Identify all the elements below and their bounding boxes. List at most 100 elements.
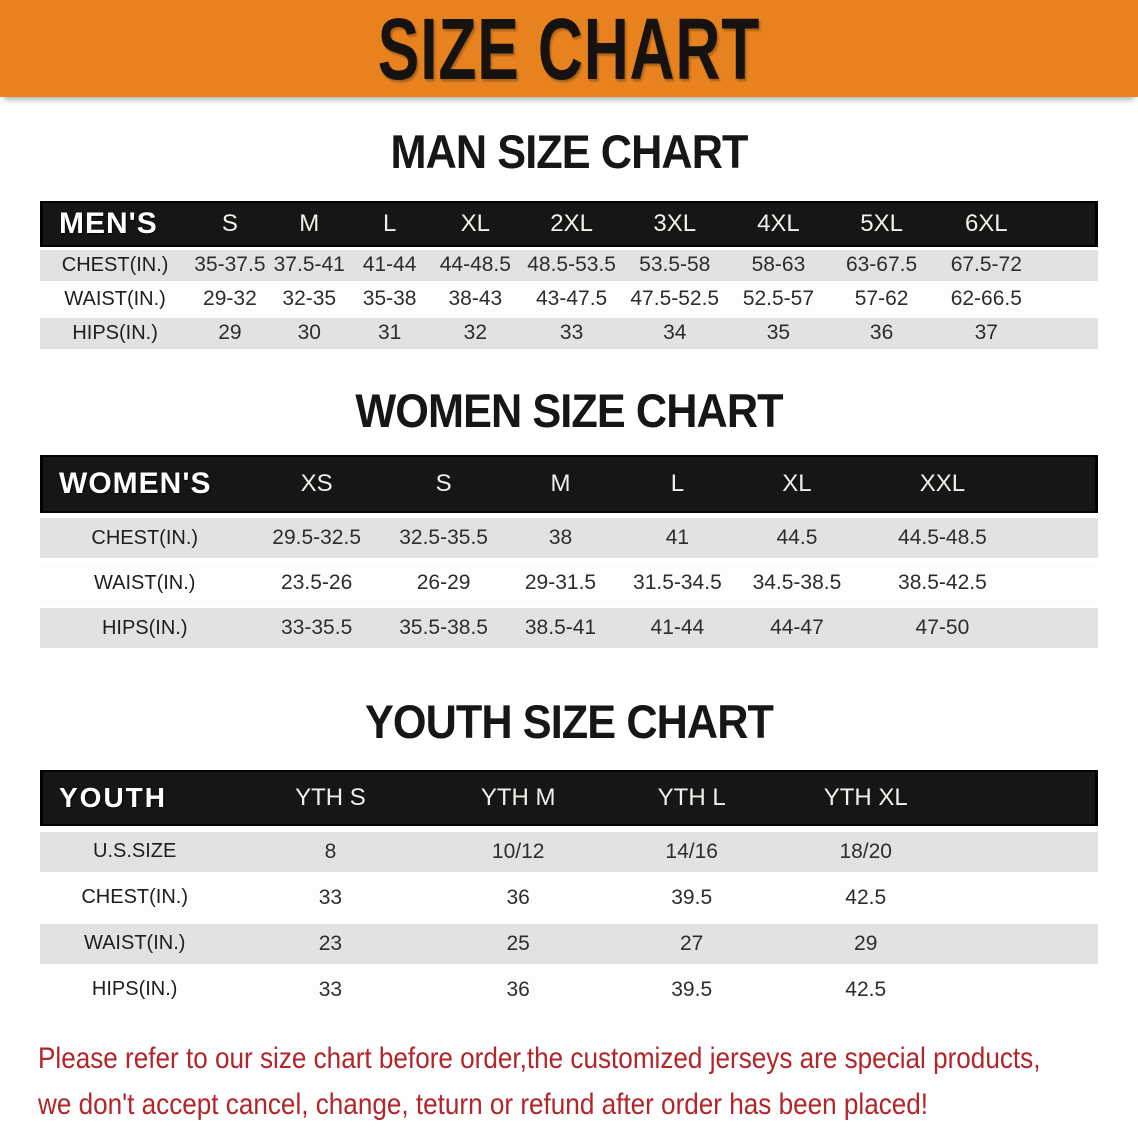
row-label: WAIST(IN.)	[94, 571, 196, 594]
row-filler	[1040, 250, 1098, 281]
youth-size-section: YOUTH SIZE CHART YOUTH YTH S YTH M YTH L YTH…	[0, 696, 1138, 1016]
size-value: 31.5-34.5	[633, 571, 722, 595]
row-label: CHEST(IN.)	[91, 526, 199, 549]
size-value: 34.5-38.5	[752, 571, 842, 595]
size-value: 32-35	[282, 287, 337, 311]
size-column-header: M	[269, 200, 349, 247]
size-column-header: M	[503, 455, 618, 514]
row-filler	[953, 924, 1098, 964]
size-value: 52.5-57	[742, 287, 815, 311]
size-value: 47-50	[915, 616, 970, 640]
women-size-section: WOMEN SIZE CHART WOMEN'S XS S M L XL XXL CHEST…	[0, 384, 1138, 654]
youth-size-table: YOUTH YTH S YTH M YTH L YTH XL U.S.SIZE 8 10/1…	[40, 764, 1098, 1016]
size-value: 38-43	[448, 287, 503, 311]
size-value: 36	[506, 885, 530, 909]
size-value: 34	[663, 321, 687, 345]
measurement-row: HIPS(IN.) 33-35.5 35.5-38.5 38.5-41 41-44 44-…	[40, 608, 1098, 649]
size-value: 37.5-41	[273, 253, 345, 277]
size-value: 67.5-72	[950, 253, 1022, 277]
size-value: 63-67.5	[845, 253, 918, 277]
row-label: WAIST(IN.)	[64, 287, 166, 310]
header-row: WOMEN'S XS S M L XL XXL	[40, 455, 1098, 514]
size-column-header: 2XL	[520, 200, 623, 247]
size-value: 36	[506, 977, 530, 1001]
size-column-header: 3XL	[622, 200, 727, 247]
size-value: 29-31.5	[524, 571, 597, 595]
order-warning: Please refer to our size chart before or…	[38, 1036, 1100, 1129]
measurement-row: U.S.SIZE 8 10/12 14/16 18/20	[40, 831, 1098, 872]
header-filler	[953, 769, 1098, 826]
size-value: 41-44	[650, 616, 705, 640]
measurement-row: CHEST(IN.) 35-37.5 37.5-41 41-44 44-48.5 48.5…	[40, 249, 1098, 281]
size-value: 8	[324, 839, 337, 863]
size-value: 14/16	[665, 839, 718, 863]
size-value: 29	[218, 321, 242, 345]
men-size-section: MAN SIZE CHART MEN'S S M L XL 2XL 3XL 4XL 5XL 6XL…	[0, 125, 1138, 352]
size-value: 41	[665, 526, 690, 550]
size-value: 39.5	[671, 885, 713, 909]
row-label: WAIST(IN.)	[83, 932, 186, 955]
size-value: 25	[506, 931, 530, 955]
size-value: 38.5-42.5	[898, 571, 987, 595]
size-value: 39.5	[671, 977, 713, 1001]
size-value: 37	[974, 321, 998, 345]
size-value: 29	[854, 931, 878, 955]
group-label: YOUTH	[40, 769, 230, 826]
size-column-header: YTH XL	[778, 769, 953, 826]
measurement-row: HIPS(IN.) 29 30 31 32 33 34 35 36 37	[40, 317, 1098, 349]
size-column-header: YTH M	[431, 769, 605, 826]
size-column-header: S	[190, 200, 270, 247]
size-value: 57-62	[854, 287, 909, 311]
men-size-table: MEN'S S M L XL 2XL 3XL 4XL 5XL 6XL CHEST(IN.) 35-3…	[40, 198, 1098, 352]
size-value: 35-38	[362, 287, 417, 311]
row-filler	[1028, 563, 1098, 603]
size-value: 18/20	[839, 839, 892, 863]
size-value: 42.5	[845, 977, 887, 1001]
measurement-row: WAIST(IN.) 23.5-26 26-29 29-31.5 31.5-34.5 34…	[40, 563, 1098, 604]
size-value: 48.5-53.5	[527, 253, 616, 277]
size-value: 41-44	[362, 253, 417, 277]
measurement-row: WAIST(IN.) 23 25 27 29	[40, 923, 1098, 964]
size-value: 47.5-52.5	[630, 287, 720, 311]
size-column-header: YTH L	[604, 769, 779, 826]
size-value: 36	[869, 321, 894, 345]
banner: SIZE CHART	[0, 0, 1138, 97]
header-row: MEN'S S M L XL 2XL 3XL 4XL 5XL 6XL	[40, 200, 1098, 247]
header-filler	[1039, 200, 1098, 247]
size-column-header: 6XL	[932, 200, 1040, 247]
size-value: 33-35.5	[281, 616, 353, 640]
size-value: 44.5-48.5	[898, 526, 987, 550]
size-value: 43-47.5	[535, 287, 608, 311]
size-value: 35-37.5	[194, 253, 266, 277]
size-value: 44.5	[776, 526, 818, 550]
size-value: 33	[318, 977, 343, 1001]
women-size-table: WOMEN'S XS S M L XL XXL CHEST(IN.) 29.5-32.5 32.…	[40, 450, 1098, 653]
size-column-header: YTH S	[229, 769, 432, 826]
size-column-header: 4XL	[726, 200, 831, 247]
size-value: 53.5-58	[639, 253, 711, 277]
row-filler	[953, 832, 1098, 872]
size-value: 31	[377, 321, 402, 345]
row-label: CHEST(IN.)	[61, 253, 169, 276]
size-column-header: 5XL	[830, 200, 933, 247]
size-value: 29-32	[203, 287, 257, 311]
row-filler	[1028, 518, 1098, 558]
size-value: 30	[297, 321, 321, 345]
row-filler	[1040, 318, 1098, 349]
row-filler	[1040, 284, 1098, 315]
measurement-row: CHEST(IN.) 29.5-32.5 32.5-35.5 38 41 44.5 44.5…	[40, 518, 1098, 559]
size-column-header: XL	[430, 200, 521, 247]
warning-line-1: Please refer to our size chart before or…	[38, 1041, 1041, 1075]
size-value: 10/12	[491, 839, 545, 863]
size-value: 58-63	[751, 253, 806, 277]
row-filler	[953, 970, 1098, 1010]
size-value: 44-47	[770, 616, 824, 640]
row-filler	[1028, 608, 1098, 648]
size-value: 35	[766, 321, 791, 345]
header-filler	[1028, 455, 1098, 514]
row-label: CHEST(IN.)	[81, 886, 189, 909]
header-row: YOUTH YTH S YTH M YTH L YTH XL	[40, 769, 1098, 826]
size-value: 42.5	[845, 885, 887, 909]
banner-title: SIZE CHART	[377, 0, 761, 98]
size-column-header: L	[348, 200, 431, 247]
